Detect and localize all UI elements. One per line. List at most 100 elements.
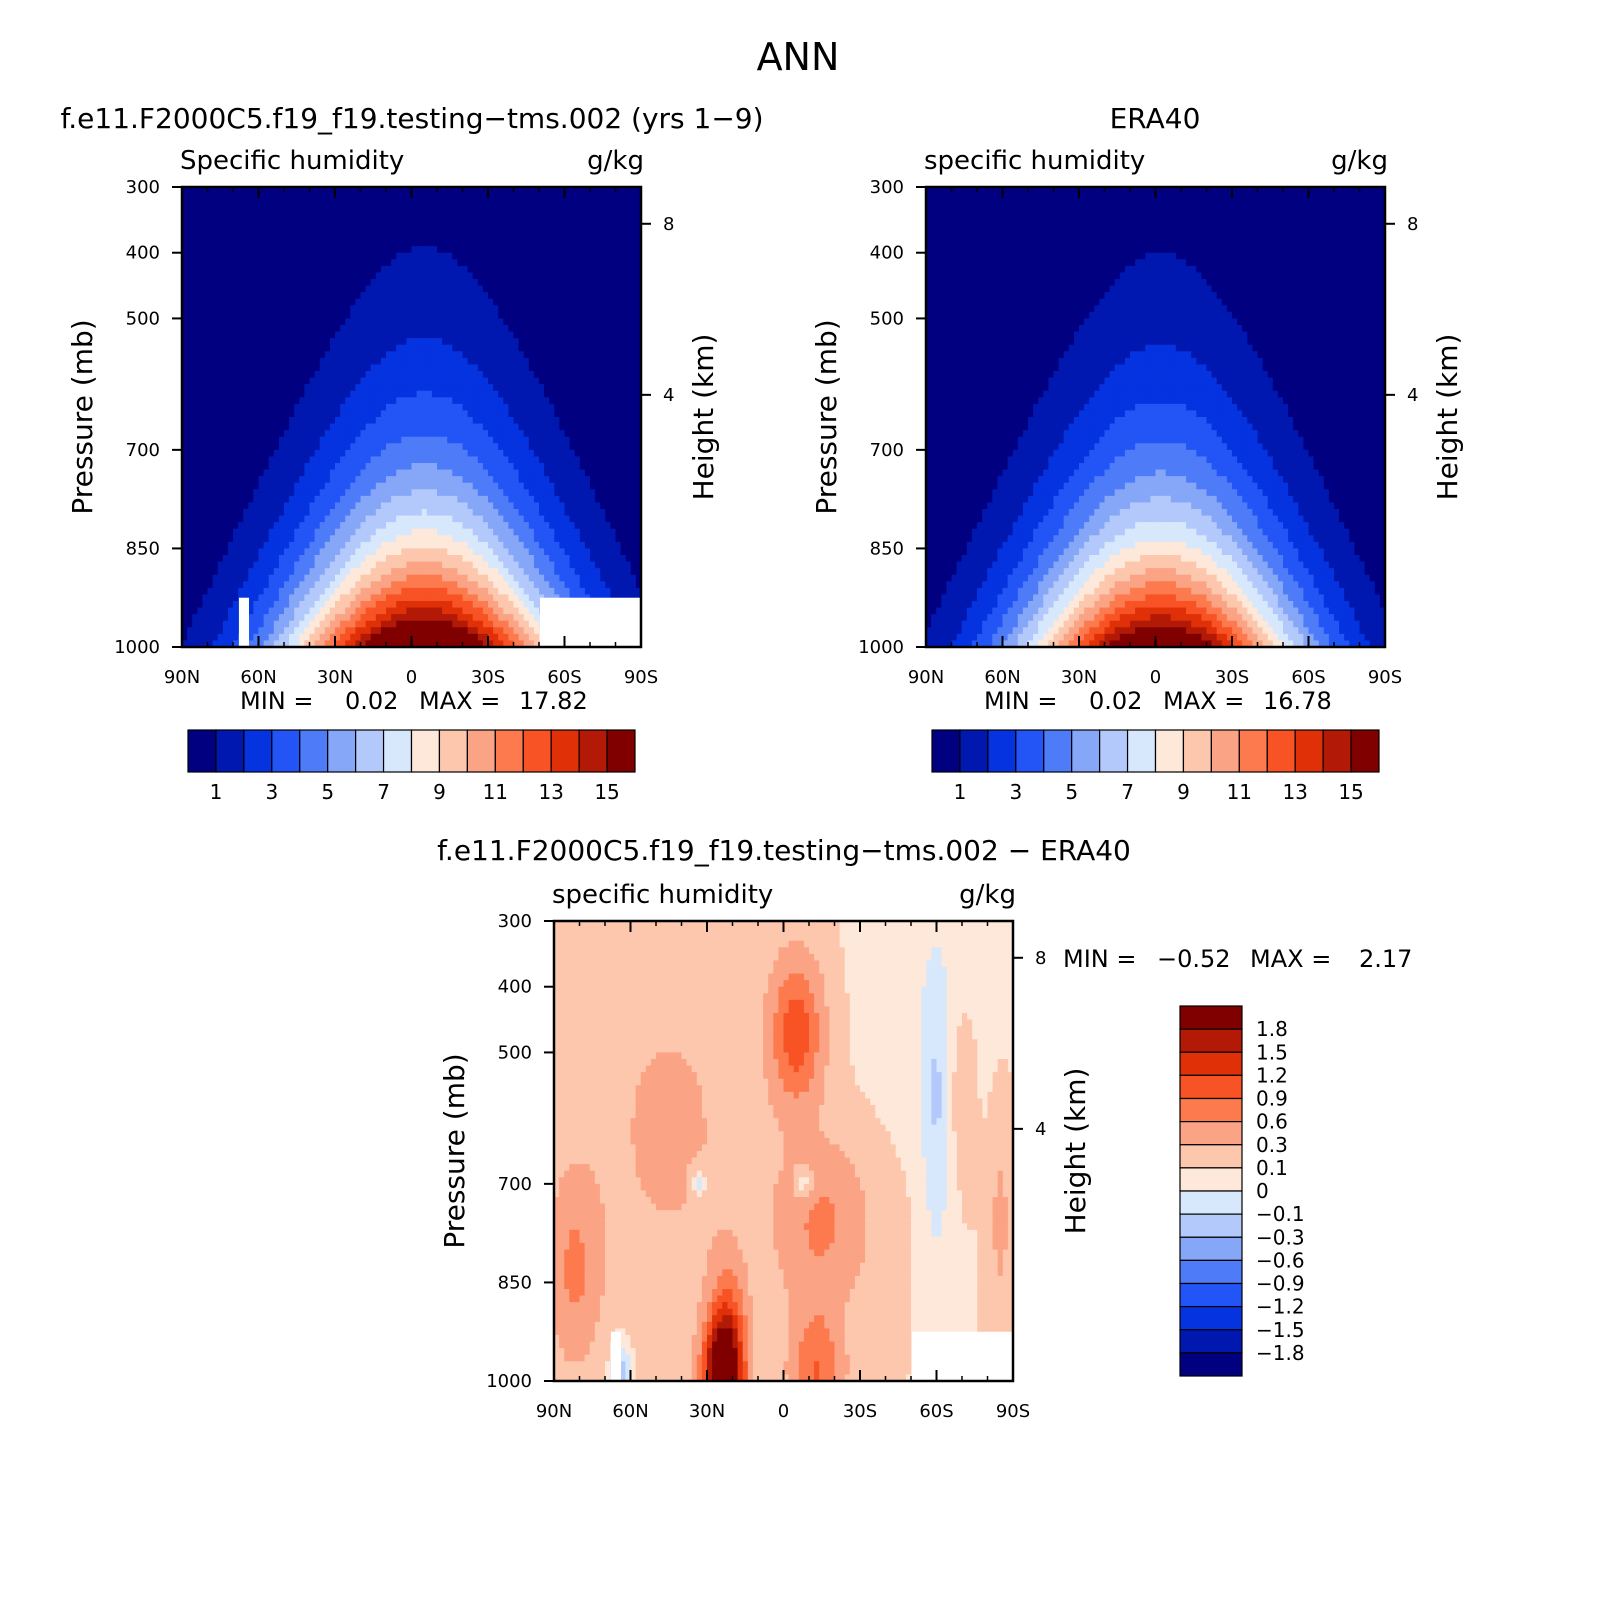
field-cell [360,410,367,418]
field-cell [386,265,392,274]
field-cell [431,502,438,510]
field-cell [284,351,290,359]
field-cell [590,325,596,333]
field-cell [243,246,249,254]
field-cell [600,403,606,412]
field-cell [457,384,464,392]
field-cell [442,311,448,320]
field-cell [421,279,428,287]
field-cell [406,417,413,425]
field-cell [212,535,219,543]
field-cell [533,213,540,221]
field-cell [340,285,346,293]
field-cell [406,311,413,320]
field-cell [625,193,632,201]
field-cell [248,200,254,208]
field-cell [523,357,530,366]
field-cell [401,233,407,241]
field-cell [222,522,229,530]
field-cell [258,292,265,300]
field-cell [329,535,336,543]
field-cell [243,344,249,352]
field-cell [523,443,530,451]
field-cell [289,489,295,497]
field-cell [513,213,520,221]
field-cell [360,265,367,274]
field-cell [544,325,550,333]
field-cell [309,489,316,497]
field-cell [579,193,586,201]
field-cell [477,515,484,523]
field-cell [595,469,601,477]
field-cell [630,535,637,543]
field-cell [299,259,305,267]
field-cell [319,548,326,556]
field-cell [482,456,489,464]
field-cell [457,305,464,313]
field-cell [615,436,622,444]
field-cell [625,476,632,484]
field-cell [345,502,351,510]
field-cell [222,436,229,444]
field-cell [396,193,402,201]
field-cell [324,528,331,536]
field-cell [335,200,341,208]
field-cell [457,325,464,333]
field-cell [273,285,280,293]
field-cell [329,246,336,254]
field-cell [217,318,224,326]
field-cell [243,390,249,398]
field-cell [187,430,193,438]
field-cell [396,200,402,208]
field-cell [630,515,637,523]
field-cell [482,292,489,300]
field-cell [253,522,260,530]
field-cell [600,397,606,405]
field-cell [335,265,341,274]
field-cell [488,377,494,385]
field-cell [600,509,606,517]
field-cell [493,279,499,287]
field-cell [324,325,331,333]
field-cell [197,213,203,221]
field-cell [528,219,535,228]
field-cell [268,390,275,398]
field-cell [625,541,632,550]
field-cell [197,259,203,267]
field-cell [212,403,219,412]
field-cell [345,193,351,201]
field-cell [447,403,453,412]
field-cell [370,206,377,214]
field-cell [197,390,203,398]
field-cell [396,463,402,471]
field-cell [610,259,617,267]
field-cell [238,548,244,556]
field-cell [590,364,596,372]
field-cell [452,509,458,517]
field-cell [518,495,525,504]
field-cell [462,482,469,490]
field-cell [518,384,525,392]
field-cell [508,331,515,339]
field-cell [182,476,188,484]
field-cell [391,397,397,405]
field-cell [294,403,300,412]
field-cell [299,436,305,444]
field-cell [391,541,397,550]
field-cell [615,489,622,497]
field-cell [309,318,316,326]
field-cell [202,285,209,293]
field-cell [304,364,311,372]
field-cell [319,272,326,280]
field-cell [539,285,545,293]
field-cell [406,364,413,372]
field-cell [590,239,596,247]
field-cell [533,377,540,385]
field-cell [192,311,198,320]
field-cell [416,443,423,451]
field-cell [620,311,627,320]
field-cell [605,541,611,550]
field-cell [304,476,311,484]
field-cell [549,351,555,359]
field-cell [564,515,571,523]
